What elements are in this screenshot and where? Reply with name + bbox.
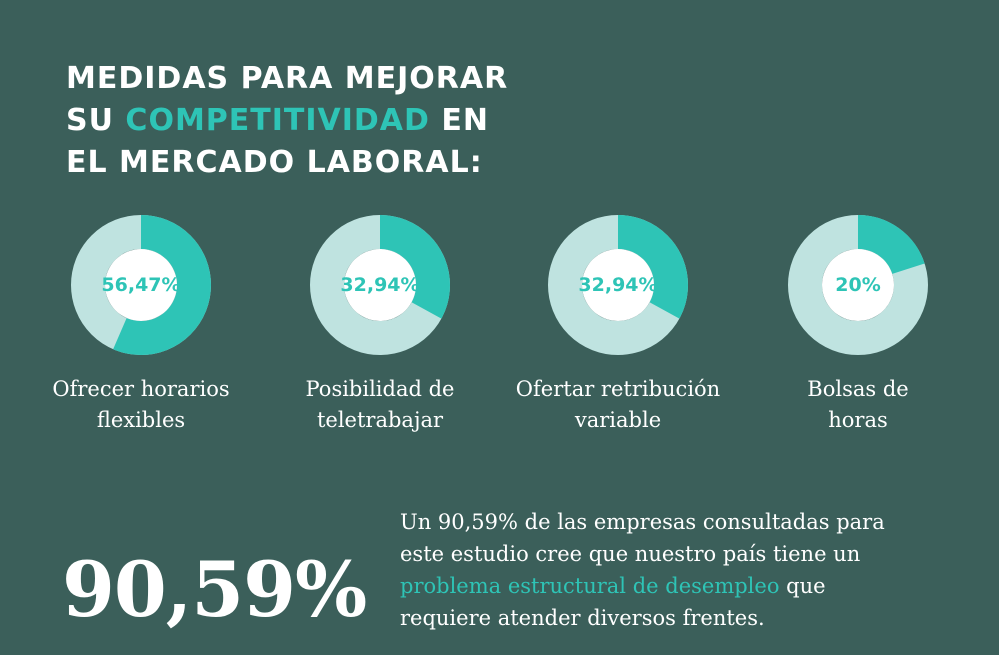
donut-value-arc — [788, 215, 928, 355]
donut-value-label: 32,94% — [578, 274, 658, 296]
donut-chart: 56,47% — [71, 215, 211, 355]
donut-caption-line-1: Bolsas de — [807, 377, 909, 401]
donut-value-arc — [71, 215, 211, 355]
donut-caption-line-2: horas — [828, 408, 888, 432]
donut-caption-line-1: Posibilidad de — [305, 377, 455, 401]
donut-caption: Ofertar retribución variable — [498, 374, 738, 436]
headline-line-3: EL MERCADO LABORAL: — [66, 145, 483, 180]
headline-line-1: MEDIDAS PARA MEJORAR — [66, 61, 509, 96]
headline-accent-word: COMPETITIVIDAD — [125, 103, 430, 138]
donut-caption-line-1: Ofrecer horarios — [52, 377, 230, 401]
donut-caption: Ofrecer horarios flexibles — [21, 374, 261, 436]
donut-value-label: 20% — [835, 274, 881, 296]
donut-svg — [788, 215, 928, 355]
donut-value-arc — [548, 215, 688, 355]
big-stat-value: 90,59% — [62, 545, 367, 634]
stat-text-highlight: problema estructural de desempleo — [400, 574, 780, 598]
donut-chart: 32,94% — [310, 215, 450, 355]
stat-text-line-4: requiere atender diversos frentes. — [400, 606, 765, 630]
headline: MEDIDAS PARA MEJORAR SU COMPETITIVIDAD E… — [66, 58, 508, 184]
donut-caption-line-1: Ofertar retribución — [515, 377, 721, 401]
donut-center — [822, 249, 894, 321]
donut-caption-line-2: flexibles — [96, 408, 186, 432]
donut-chart: 32,94% — [548, 215, 688, 355]
donut-value-arc — [310, 215, 450, 355]
stat-text-line-1: Un 90,59% de las empresas consultadas pa… — [400, 510, 885, 534]
donut-value-label: 56,47% — [101, 274, 181, 296]
donut-svg — [548, 215, 688, 355]
stat-text-line-3-post: que — [779, 574, 826, 598]
stat-description: Un 90,59% de las empresas consultadas pa… — [400, 506, 960, 634]
headline-line-2: SU COMPETITIVIDAD EN — [66, 100, 508, 142]
headline-line-2-post: EN — [429, 103, 489, 138]
donut-center — [582, 249, 654, 321]
donut-caption: Posibilidad de teletrabajar — [260, 374, 500, 436]
donut-svg — [310, 215, 450, 355]
headline-line-2-pre: SU — [66, 103, 126, 138]
donut-caption: Bolsas de horas — [738, 374, 978, 436]
donut-center — [344, 249, 416, 321]
donut-value-label: 32,94% — [340, 274, 420, 296]
stat-text-line-3: problema estructural de desempleo que — [400, 570, 960, 602]
donut-center — [105, 249, 177, 321]
donut-svg — [71, 215, 211, 355]
donut-caption-line-2: variable — [574, 408, 662, 432]
donut-caption-line-2: teletrabajar — [316, 408, 444, 432]
stat-text-line-2: este estudio cree que nuestro país tiene… — [400, 542, 861, 566]
donut-chart: 20% — [788, 215, 928, 355]
